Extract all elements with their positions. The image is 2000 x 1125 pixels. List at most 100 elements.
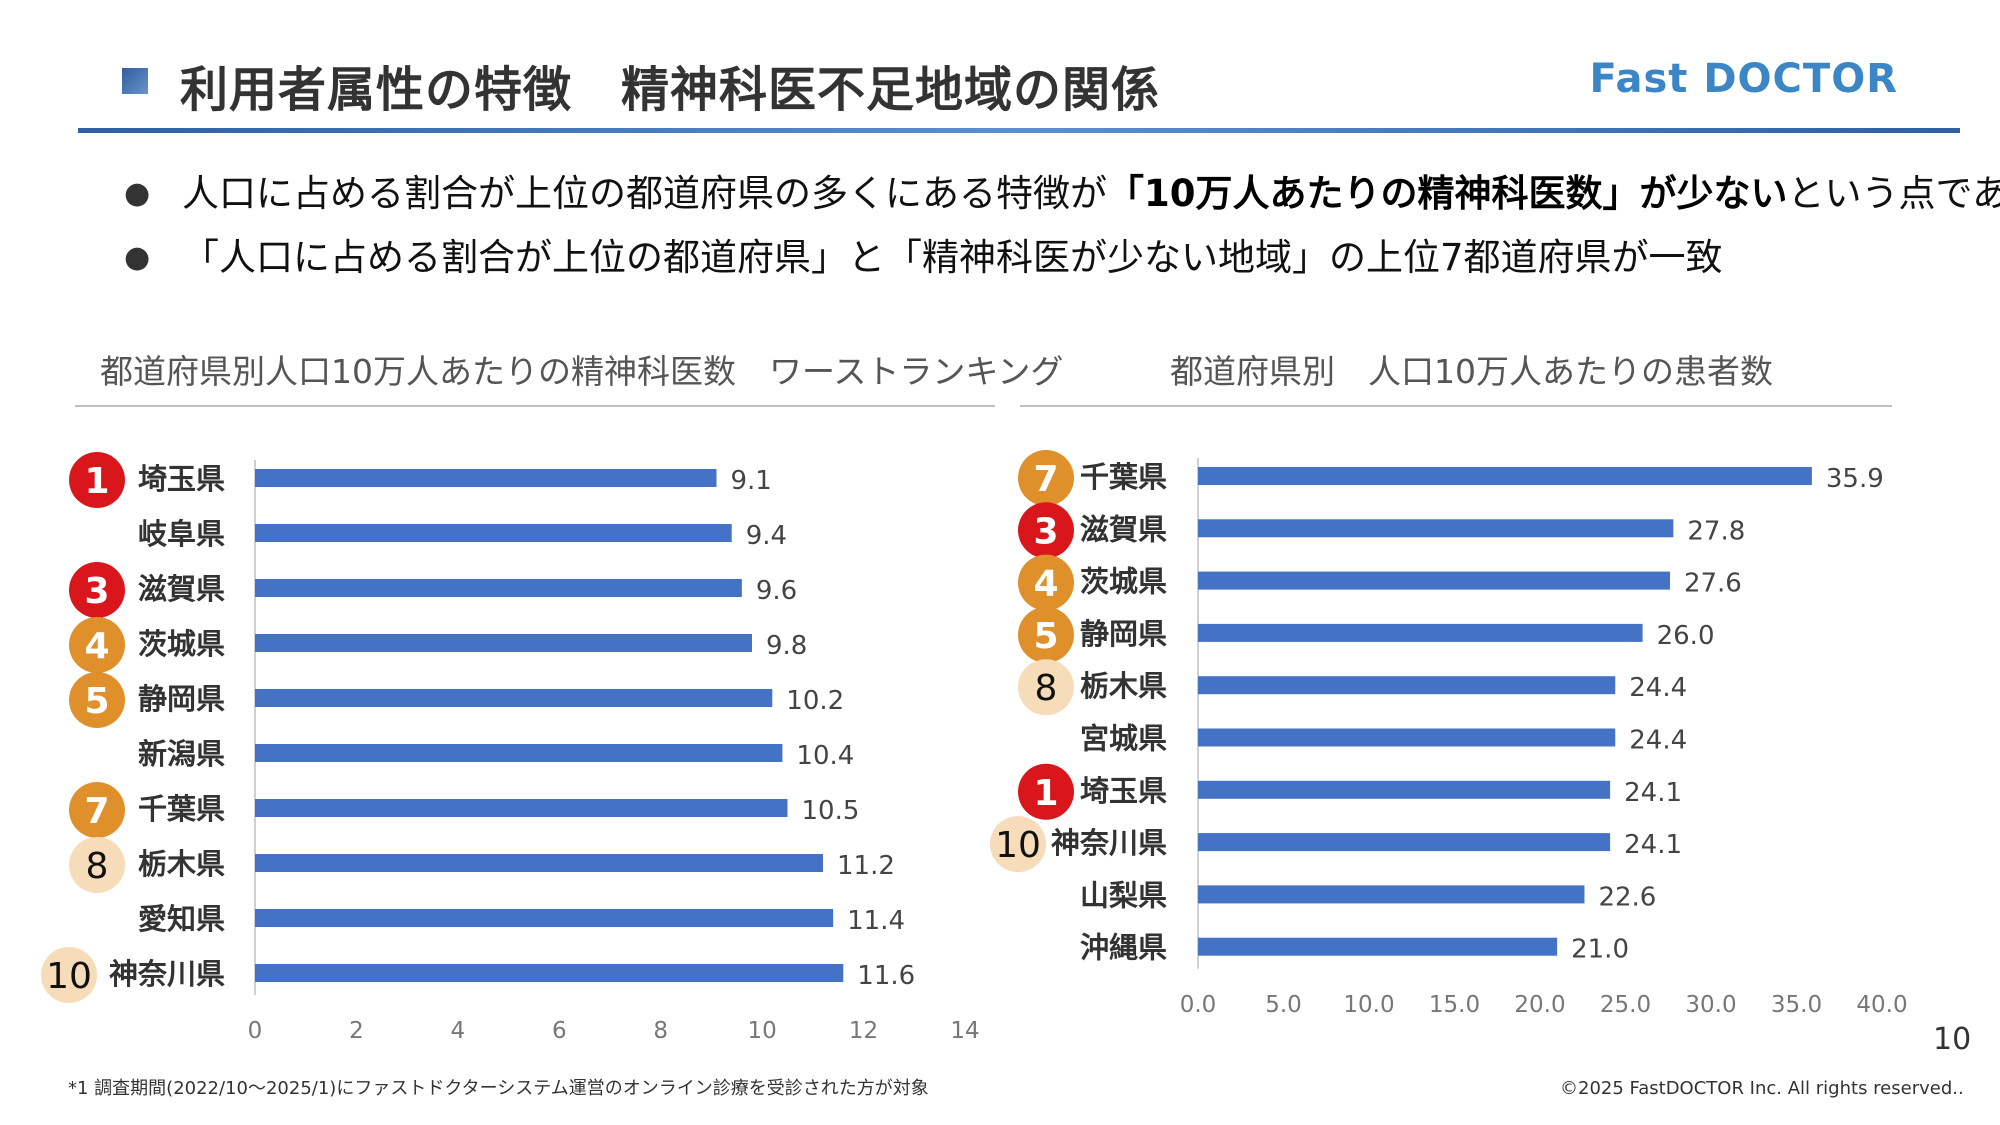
data-label: 24.4 <box>1629 673 1687 703</box>
rank-badge <box>1018 502 1074 559</box>
category-label: 茨城県 <box>138 627 225 661</box>
rank-badge-number: 8 <box>86 846 109 887</box>
bar <box>1198 676 1616 695</box>
x-tick-label: 0 <box>248 1018 263 1044</box>
x-tick-label: 10.0 <box>1343 992 1394 1018</box>
bullet-icon: ● <box>124 176 151 211</box>
data-label: 24.4 <box>1629 726 1687 756</box>
bar <box>255 854 823 872</box>
x-tick-label: 20.0 <box>1514 992 1565 1018</box>
data-label: 9.8 <box>766 631 807 661</box>
data-label: 27.6 <box>1684 569 1742 599</box>
rank-badge-number: 5 <box>1033 616 1058 657</box>
rank-badge <box>69 452 125 508</box>
category-label: 千葉県 <box>1080 460 1167 494</box>
rank-badge-number: 7 <box>84 791 109 832</box>
brand-logo: Fast DOCTOR <box>1589 56 1898 102</box>
rank-badge <box>69 617 125 673</box>
rank-badge-number: 1 <box>1033 773 1058 814</box>
data-label: 9.6 <box>756 576 797 606</box>
chart-psychiatrists: 9.1 埼玉県 1 9.4 岐阜県 9.6 滋賀県 3 9.8 茨城県 4 10.2 静岡県 5 10.4 新… <box>41 452 980 1044</box>
chart-patients: 35.9 千葉県 7 27.8 滋賀県 3 27.6 茨城県 4 26.0 静岡県 5 24.4 栃木県 8… <box>990 450 1908 1018</box>
bullet-item: ● 「人口に占める割合が上位の都道府県」と「精神科医が少ない地域」の上位7都道府… <box>120 229 2000 293</box>
rank-badge-number: 10 <box>995 825 1041 866</box>
category-label: 神奈川県 <box>109 957 225 991</box>
x-tick-label: 2 <box>349 1018 364 1044</box>
chart-rule-left <box>75 405 995 407</box>
data-label: 22.6 <box>1598 882 1656 912</box>
x-tick-label: 6 <box>552 1018 567 1044</box>
category-label: 愛知県 <box>138 902 225 936</box>
data-label: 11.4 <box>847 906 905 936</box>
bar <box>255 469 717 487</box>
page-number: 10 <box>1933 1022 1972 1057</box>
rank-badge <box>41 947 97 1003</box>
x-tick-label: 30.0 <box>1685 992 1736 1018</box>
rank-badge <box>1018 554 1074 611</box>
chart-rule-right <box>1020 405 1892 407</box>
rank-badge <box>1018 763 1074 820</box>
x-tick-label: 0.0 <box>1180 992 1217 1018</box>
data-label: 9.1 <box>731 466 772 496</box>
rank-badge-number: 10 <box>46 956 92 997</box>
category-label: 山梨県 <box>1080 878 1167 912</box>
category-label: 茨城県 <box>1080 565 1167 599</box>
x-tick-label: 40.0 <box>1856 992 1907 1018</box>
rank-badge-number: 1 <box>84 461 109 502</box>
rank-badge-number: 4 <box>84 626 109 667</box>
x-tick-label: 15.0 <box>1429 992 1480 1018</box>
data-label: 11.6 <box>857 961 915 991</box>
bar <box>255 799 788 817</box>
bar <box>1198 571 1670 590</box>
bar <box>1198 467 1812 485</box>
rank-badge <box>69 562 125 618</box>
x-tick-label: 12 <box>849 1018 878 1044</box>
data-label: 26.0 <box>1657 621 1715 651</box>
title-divider <box>78 128 1960 133</box>
category-label: 静岡県 <box>1080 617 1167 651</box>
data-label: 10.5 <box>802 796 860 826</box>
rank-badge-number: 4 <box>1033 564 1058 605</box>
data-label: 9.4 <box>746 521 787 551</box>
category-label: 神奈川県 <box>1051 826 1167 860</box>
bar <box>255 524 732 542</box>
rank-badge-number: 3 <box>84 571 109 612</box>
category-label: 栃木県 <box>1080 669 1167 703</box>
rank-badge <box>990 816 1046 873</box>
category-label: 岐阜県 <box>138 517 225 551</box>
rank-badge <box>1018 450 1074 506</box>
chart-title-left: 都道府県別人口10万人あたりの精神科医数 ワーストランキング <box>100 352 1064 391</box>
category-label: 千葉県 <box>138 792 225 826</box>
rank-badge <box>69 837 125 893</box>
category-label: 滋賀県 <box>1080 512 1167 546</box>
bullet-text: 人口に占める割合が上位の都道府県の多くにある特徴が <box>182 172 1107 215</box>
category-label: 宮城県 <box>1080 722 1167 756</box>
bullet-text: 「人口に占める割合が上位の都道府県」と「精神科医が少ない地域」の上位7都道府県が… <box>182 236 1723 279</box>
bar <box>255 634 752 652</box>
rank-badge-number: 3 <box>1033 511 1058 552</box>
footnote: *1 調査期間(2022/10～2025/1)にファストドクターシステム運営のオ… <box>68 1078 929 1099</box>
bar <box>1198 780 1611 799</box>
rank-badge <box>69 782 125 838</box>
bar <box>255 744 783 762</box>
chart-title-right: 都道府県別 人口10万人あたりの患者数 <box>1170 352 1773 391</box>
rank-badge-number: 7 <box>1033 459 1058 500</box>
title-square-icon <box>122 68 148 94</box>
bullet-icon: ● <box>124 240 151 275</box>
bar <box>1198 885 1585 904</box>
rank-badge <box>1018 606 1074 663</box>
category-label: 栃木県 <box>138 847 225 881</box>
rank-badge-number: 5 <box>84 681 109 722</box>
bar <box>1198 833 1611 852</box>
header: 利用者属性の特徴 精神科医不足地域の関係 Fast DOCTOR <box>78 30 1960 140</box>
rank-badge <box>69 672 125 728</box>
copyright: ©2025 FastDOCTOR Inc. All rights reserve… <box>1560 1078 1964 1099</box>
bar <box>1198 937 1558 956</box>
bar <box>255 579 742 597</box>
x-tick-label: 4 <box>451 1018 466 1044</box>
data-label: 24.1 <box>1624 830 1682 860</box>
bar <box>1198 728 1616 747</box>
x-tick-label: 5.0 <box>1265 992 1302 1018</box>
category-label: 沖縄県 <box>1080 931 1167 965</box>
bar <box>1198 623 1643 642</box>
